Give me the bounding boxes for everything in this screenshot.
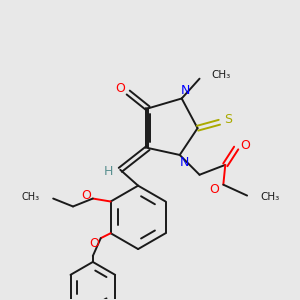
Text: H: H xyxy=(104,165,113,178)
Text: N: N xyxy=(180,156,189,170)
Text: O: O xyxy=(89,237,99,250)
Text: O: O xyxy=(209,183,219,196)
Text: N: N xyxy=(181,84,190,97)
Text: CH₃: CH₃ xyxy=(212,70,231,80)
Text: CH₃: CH₃ xyxy=(260,192,279,202)
Text: CH₃: CH₃ xyxy=(21,192,39,202)
Text: O: O xyxy=(115,82,125,95)
Text: O: O xyxy=(81,189,91,202)
Text: O: O xyxy=(240,139,250,152)
Text: S: S xyxy=(224,113,232,126)
